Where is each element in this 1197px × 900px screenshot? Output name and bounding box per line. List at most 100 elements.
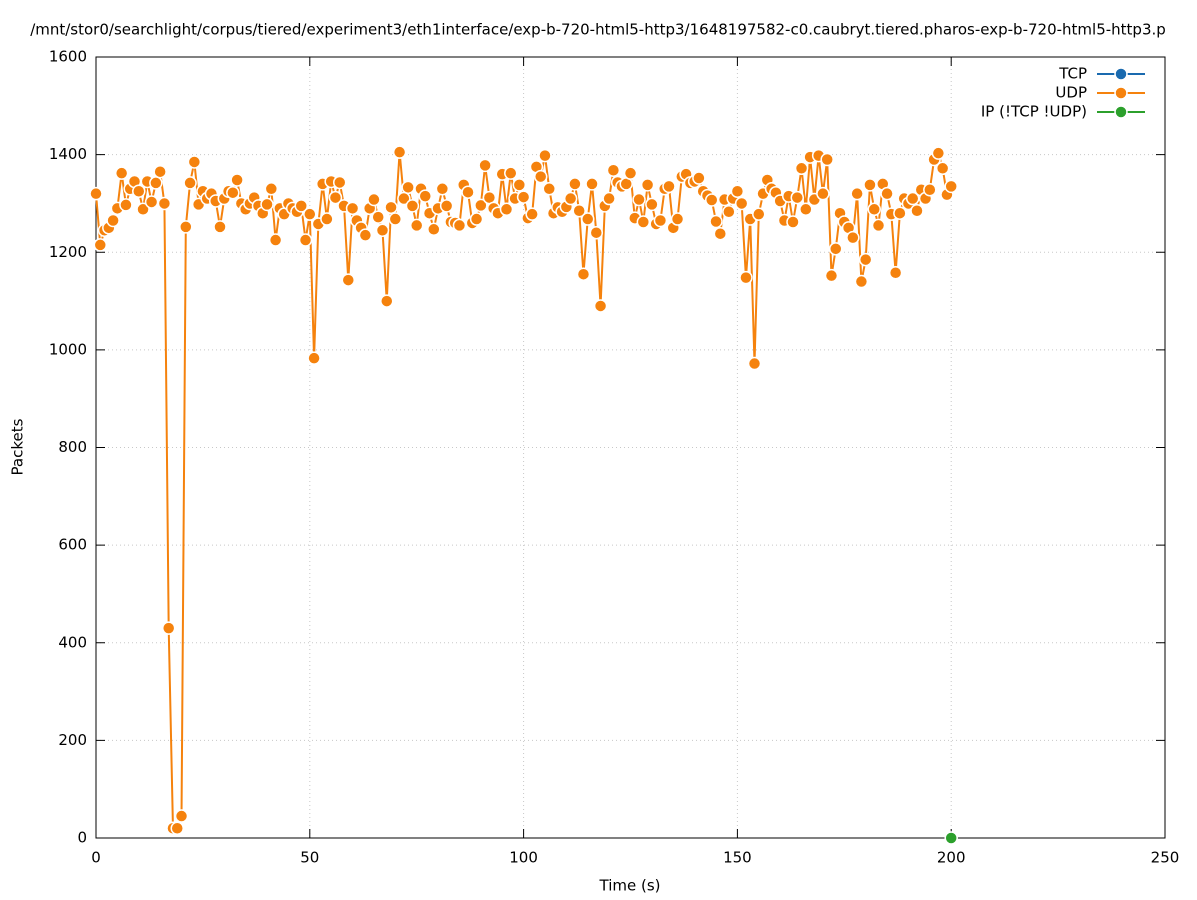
data-point bbox=[341, 273, 356, 287]
chart-title: /mnt/stor0/searchlight/corpus/tiered/exp… bbox=[30, 21, 1166, 39]
data-point bbox=[144, 195, 159, 209]
x-tick-label: 150 bbox=[723, 849, 752, 867]
data-point bbox=[944, 831, 958, 845]
data-point bbox=[572, 204, 586, 218]
data-point bbox=[893, 206, 907, 220]
data-point bbox=[525, 207, 539, 221]
data-point bbox=[332, 175, 347, 190]
data-point bbox=[794, 161, 809, 176]
legend-label: TCP bbox=[1058, 65, 1087, 83]
data-point bbox=[576, 267, 591, 281]
data-point bbox=[89, 186, 103, 201]
data-point bbox=[730, 184, 745, 198]
data-point bbox=[106, 213, 120, 228]
y-tick-label: 600 bbox=[58, 536, 87, 554]
data-point bbox=[469, 212, 484, 226]
data-point bbox=[905, 191, 920, 206]
data-point bbox=[739, 270, 753, 285]
data-point bbox=[816, 186, 830, 201]
data-point bbox=[602, 191, 616, 206]
legend-marker bbox=[1114, 67, 1128, 81]
data-point bbox=[799, 202, 813, 217]
data-point bbox=[371, 210, 385, 224]
data-point bbox=[384, 200, 398, 215]
data-point bbox=[636, 215, 651, 229]
data-point bbox=[388, 212, 403, 226]
data-point bbox=[645, 197, 659, 212]
data-point bbox=[260, 197, 274, 212]
y-tick-label: 1400 bbox=[49, 145, 87, 163]
data-point bbox=[568, 177, 582, 191]
data-point bbox=[888, 266, 903, 280]
data-point bbox=[580, 212, 595, 226]
data-point bbox=[606, 163, 621, 177]
data-point bbox=[820, 152, 834, 167]
y-tick-label: 200 bbox=[58, 731, 87, 749]
data-point bbox=[114, 166, 129, 180]
data-point bbox=[170, 821, 184, 835]
data-point bbox=[298, 233, 313, 247]
data-point bbox=[435, 182, 450, 196]
legend-marker bbox=[1114, 105, 1128, 119]
data-point bbox=[136, 202, 150, 217]
data-point bbox=[867, 202, 881, 217]
data-point bbox=[516, 190, 531, 204]
data-point bbox=[183, 176, 197, 190]
data-point bbox=[632, 192, 646, 207]
data-point bbox=[179, 220, 193, 234]
data-point bbox=[187, 155, 202, 169]
data-point bbox=[640, 178, 655, 192]
data-point bbox=[345, 201, 360, 216]
data-point bbox=[871, 218, 886, 233]
y-tick-label: 1600 bbox=[49, 48, 87, 66]
y-tick-label: 0 bbox=[77, 829, 87, 847]
data-point bbox=[790, 190, 805, 205]
data-point bbox=[375, 223, 390, 238]
data-point bbox=[653, 213, 668, 228]
data-point bbox=[461, 185, 475, 199]
data-point bbox=[704, 193, 719, 207]
y-axis-label: Packets bbox=[9, 418, 27, 475]
data-point bbox=[392, 145, 407, 159]
data-point bbox=[585, 177, 599, 191]
x-tick-label: 0 bbox=[91, 849, 101, 867]
data-point bbox=[542, 182, 557, 196]
data-point bbox=[533, 169, 548, 184]
data-point bbox=[213, 220, 227, 234]
data-point bbox=[734, 196, 749, 211]
data-point bbox=[858, 252, 873, 267]
data-point bbox=[623, 166, 638, 180]
x-tick-label: 50 bbox=[300, 849, 319, 867]
data-point bbox=[418, 189, 433, 203]
data-point bbox=[230, 173, 244, 187]
data-point bbox=[944, 179, 958, 194]
data-point bbox=[439, 199, 454, 213]
x-tick-label: 100 bbox=[509, 849, 538, 867]
data-point bbox=[786, 215, 800, 229]
data-point bbox=[854, 274, 869, 289]
legend-label: IP (!TCP !UDP) bbox=[981, 103, 1087, 121]
data-point bbox=[709, 214, 723, 229]
y-tick-label: 1200 bbox=[49, 243, 87, 261]
legend-marker bbox=[1114, 86, 1128, 100]
y-tick-label: 400 bbox=[58, 633, 87, 651]
data-point bbox=[589, 225, 604, 240]
y-tick-label: 800 bbox=[58, 438, 87, 456]
data-point bbox=[474, 198, 488, 213]
y-tick-label: 1000 bbox=[49, 340, 87, 358]
data-point bbox=[478, 158, 492, 173]
data-point bbox=[593, 299, 608, 313]
x-tick-label: 200 bbox=[937, 849, 966, 867]
data-point bbox=[452, 218, 467, 233]
data-point bbox=[713, 226, 728, 241]
data-point bbox=[923, 183, 937, 197]
data-point bbox=[427, 222, 441, 237]
data-point bbox=[692, 171, 706, 185]
x-axis-label: Time (s) bbox=[599, 877, 661, 895]
data-point bbox=[157, 196, 172, 211]
data-point bbox=[405, 199, 420, 213]
data-point bbox=[328, 190, 343, 205]
data-point bbox=[161, 621, 176, 635]
data-point bbox=[303, 207, 317, 221]
